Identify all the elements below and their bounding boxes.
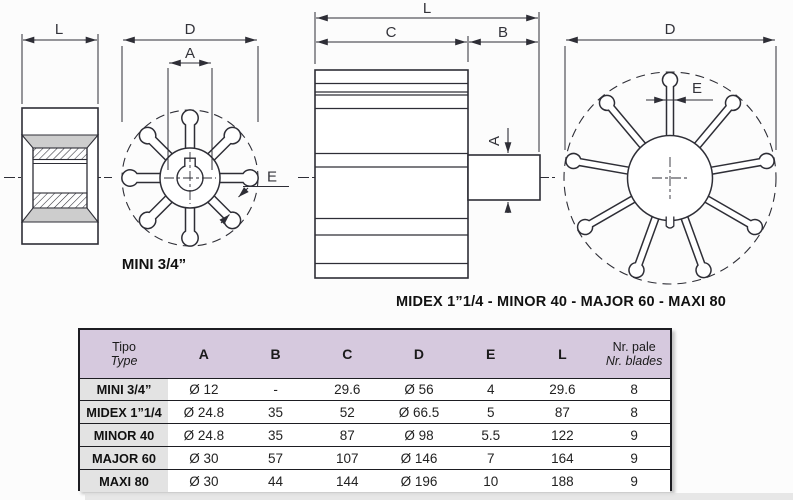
dim-label-mini-A: A xyxy=(185,45,195,62)
col-L: L xyxy=(558,345,567,362)
tipo-label: Tipo xyxy=(112,339,136,354)
cell-minor-D: Ø 98 xyxy=(383,423,455,447)
cell-midex-L: 87 xyxy=(526,400,599,424)
cell-maxi-C: 144 xyxy=(311,469,384,492)
cell-major-E: 7 xyxy=(454,446,527,470)
cell-maxi-L: 188 xyxy=(526,469,599,492)
cell-midex-E: 5 xyxy=(454,400,527,424)
cell-maxi-B: 44 xyxy=(239,469,312,492)
cell-mini-E: 4 xyxy=(454,377,527,401)
cell-minor-A: Ø 24.8 xyxy=(168,423,240,447)
cell-major-D: Ø 146 xyxy=(383,446,455,470)
cell-mini-C: 29.6 xyxy=(311,377,384,401)
mini-front-view: D A E xyxy=(121,21,289,247)
mini-model-label: MINI 3/4” xyxy=(121,256,187,273)
cell-minor-B: 35 xyxy=(239,423,312,447)
cell-major-L: 164 xyxy=(526,446,599,470)
cell-mini-L: 29.6 xyxy=(526,377,599,401)
dim-label-mini-E: E xyxy=(267,169,277,186)
row-name-major: MAJOR 60 xyxy=(80,446,168,470)
cell-mini-B: - xyxy=(239,377,312,401)
hatched-hub-upper xyxy=(32,147,88,161)
cell-major-C: 107 xyxy=(311,446,384,470)
hatched-hub-lower xyxy=(32,192,88,209)
group-front-view: D E xyxy=(563,21,777,285)
cell-minor-E: 5.5 xyxy=(454,423,527,447)
impeller-technical-drawings: L D A xyxy=(4,0,777,285)
dim-label-group-B: B xyxy=(498,24,508,41)
dim-label-mini-L: L xyxy=(55,21,63,38)
dim-label-group-D: D xyxy=(665,21,676,38)
header-cell-C: C xyxy=(311,330,384,378)
cell-maxi-D: Ø 196 xyxy=(383,469,455,492)
dim-label-group-A: A xyxy=(486,136,503,146)
blade-edge-lines xyxy=(315,82,468,265)
page-edge-shadow xyxy=(85,493,793,500)
cell-major-blades: 9 xyxy=(598,446,670,470)
row-name-minor: MINOR 40 xyxy=(80,423,168,447)
cell-minor-L: 122 xyxy=(526,423,599,447)
group-side-view: L C B A xyxy=(298,0,558,279)
cell-midex-A: Ø 24.8 xyxy=(168,400,240,424)
col-C: C xyxy=(342,345,353,362)
dim-label-group-C: C xyxy=(386,24,397,41)
impeller-blades-8 xyxy=(121,109,259,247)
cell-mini-D: Ø 56 xyxy=(383,377,455,401)
shaft-hub xyxy=(467,154,541,201)
header-cell-D: D xyxy=(383,330,455,378)
cell-mini-blades: 8 xyxy=(598,377,670,401)
cell-midex-B: 35 xyxy=(239,400,312,424)
cell-major-A: Ø 30 xyxy=(168,446,240,470)
hub-bottom-notch xyxy=(665,216,675,229)
cell-minor-blades: 9 xyxy=(598,423,670,447)
dim-label-group-L: L xyxy=(423,0,431,17)
cell-midex-blades: 8 xyxy=(598,400,670,424)
type-label: Type xyxy=(110,353,138,368)
col-E: E xyxy=(486,345,496,362)
header-cell-tipo: Tipo Type xyxy=(80,330,168,378)
nr-blades-label: Nr. blades xyxy=(605,353,663,368)
col-B: B xyxy=(270,345,281,362)
cell-maxi-blades: 9 xyxy=(598,469,670,492)
impeller-blades-9 xyxy=(565,71,775,279)
cell-midex-C: 52 xyxy=(311,400,384,424)
header-cell-E: E xyxy=(454,330,527,378)
col-D: D xyxy=(413,345,425,362)
row-name-midex: MIDEX 1”1/4 xyxy=(80,400,168,424)
cell-midex-D: Ø 66.5 xyxy=(383,400,455,424)
cell-major-B: 57 xyxy=(239,446,312,470)
cell-maxi-A: Ø 30 xyxy=(168,469,240,492)
row-name-maxi: MAXI 80 xyxy=(80,469,168,492)
cell-maxi-E: 10 xyxy=(454,469,527,492)
cell-minor-C: 87 xyxy=(311,423,384,447)
col-A: A xyxy=(198,345,209,362)
header-cell-L: L xyxy=(526,330,599,378)
mini-side-section-view: L xyxy=(4,21,112,245)
group-models-label: MIDEX 1”1/4 - MINOR 40 - MAJOR 60 - MAXI… xyxy=(395,294,727,310)
dimensions-table: Tipo Type A B C D E L Nr. pale Nr. blade… xyxy=(78,328,672,492)
cell-mini-A: Ø 12 xyxy=(168,377,240,401)
header-cell-B: B xyxy=(239,330,312,378)
nr-pale-label: Nr. pale xyxy=(612,339,656,354)
dim-label-mini-D: D xyxy=(185,21,196,38)
header-cell-blades: Nr. pale Nr. blades xyxy=(598,330,670,378)
impeller-body xyxy=(314,69,469,279)
dim-label-group-E: E xyxy=(692,80,702,97)
header-cell-A: A xyxy=(168,330,240,378)
row-name-mini: MINI 3/4” xyxy=(80,377,168,401)
